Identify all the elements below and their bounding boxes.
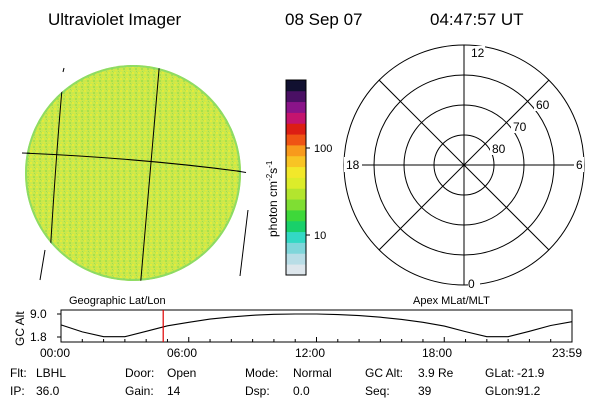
colorbar-swatch [286,188,306,200]
footer-field-value: 0.0 [293,384,310,398]
gc-alt-ytick-label-low: 1.8 [30,330,47,344]
footer-field-label: GLat: [485,366,514,380]
colorbar-tick-10: 10 [314,230,326,242]
gc-alt-xtick-label-1800: 18:00 [422,346,452,360]
geo-longitude-tick-bottom [39,249,46,281]
footer-field-label: IP: [10,384,25,398]
mlt-0-bg [468,276,480,289]
mlt-6-bg [574,157,584,172]
footer-field-label: Seq: [365,384,390,398]
colorbar-swatch [286,134,306,146]
footer-field-value: Normal [293,366,332,380]
footer-field-value: Open [167,366,196,380]
gc-alt-chart: GC Alt 9.0 1.8 00:00 06:00 12:00 18:00 2… [13,307,582,360]
colorbar-swatch [286,155,306,168]
apex-grid-label: Apex MLat/MLT [413,295,490,307]
mlat-label-70: 70 [513,120,527,134]
colorbar-swatch [286,177,306,189]
gc-alt-xtick-label-0000: 00:00 [40,346,70,360]
colorbar-swatch [286,101,306,113]
footer-field-value: -21.9 [517,366,545,380]
colorbar-swatch [286,264,306,276]
footer-field-label: Door: [125,366,154,380]
colorbar-swatch [286,112,306,124]
polar-meridian-diag-2 [378,79,550,251]
gc-alt-xtick-label-2359: 23:59 [552,346,582,360]
status-footer: Flt: LBHL Door: Open Mode: Normal GC Alt: 3.9 R… [10,366,545,398]
mlt-18-bg [344,157,362,172]
colorbar-swatch [286,231,306,243]
footer-field-value: 14 [167,384,181,398]
uv-image-disk [25,65,241,281]
mlat-80-bg [490,141,510,155]
colorbar-swatch [286,90,306,103]
colorbar-swatch [286,80,306,92]
colorbar-ticks [306,147,310,236]
footer-field-label: Mode: [245,366,278,380]
colorbar-swatch [286,210,306,222]
gc-alt-ytick-label-high: 9.0 [30,307,47,321]
geo-longitude-tick-east [239,209,249,277]
footer-field-value: 36.0 [36,384,60,398]
footer-field-value: 39 [418,384,432,398]
geo-longitude-tick-top [62,67,65,73]
gc-alt-xtick-label-1200: 12:00 [295,346,325,360]
gc-alt-x-ticks [60,337,573,342]
geo-latitude-line [25,152,241,173]
footer-field-value: 3.9 Re [418,366,454,380]
colorbar-swatch [286,166,306,178]
footer-field-label: Gain: [125,384,154,398]
mlt-label-18: 18 [346,158,360,172]
footer-field-label: Dsp: [245,384,270,398]
colorbar-swatch [286,242,306,254]
colorbar-swatch [286,199,306,211]
gc-alt-series-line [60,313,573,338]
mlat-label-60: 60 [536,98,550,112]
geo-longitude-line-east [139,65,161,281]
colorbar-swatch [286,145,306,157]
mlt-label-0: 0 [468,277,475,291]
geo-grid-label: Geographic Lat/Lon [69,295,166,307]
mlat-label-80: 80 [492,142,506,156]
time-label: 04:47:57 UT [430,10,524,29]
colorbar [285,79,307,276]
mlat-60-bg [534,97,554,111]
mlt-label-6: 6 [576,158,583,172]
colorbar-swatch [286,220,306,233]
footer-field-label: GC Alt: [365,366,403,380]
footer-field-value: 91.2 [517,384,541,398]
colorbar-label: photon cm-2s-1 [265,160,280,237]
mlat-mlt-polar-plot [343,44,585,286]
gc-alt-xtick-label-0600: 06:00 [167,346,197,360]
mlt-12-bg [469,46,485,59]
colorbar-swatch [286,253,306,265]
colorbar-swatch [286,123,306,135]
colorbar-tick-100: 100 [314,143,332,155]
geo-latitude-line-edge-east [236,170,247,173]
uv-image-limb [25,65,241,281]
mlt-label-12: 12 [471,46,485,60]
instrument-title: Ultraviolet Imager [48,10,182,29]
footer-field-label: Flt: [10,366,27,380]
footer-field-value: LBHL [36,366,66,380]
uv-image-panel [21,65,249,281]
colorbar-frame [285,79,307,276]
mlat-70-bg [511,119,531,133]
footer-field-label: GLon: [485,384,518,398]
date-label: 08 Sep 07 [285,10,363,29]
gc-alt-y-axis-label: GC Alt [13,311,27,346]
